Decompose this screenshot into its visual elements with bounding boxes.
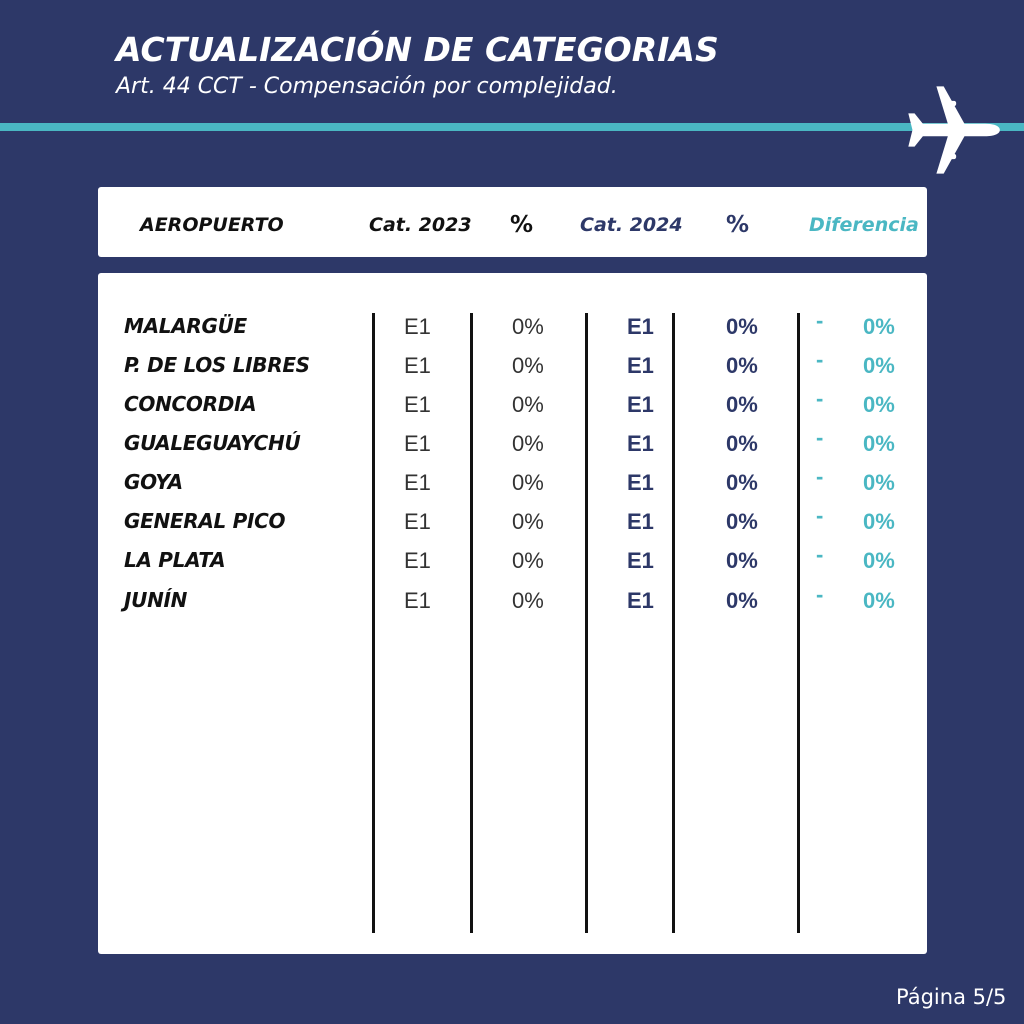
- difference-value: 0%: [863, 353, 895, 378]
- difference-dash: -: [816, 425, 824, 450]
- cat-2024-value: E1: [627, 509, 654, 534]
- column-divider: [372, 313, 375, 933]
- airport-name: JUNÍN: [124, 588, 188, 612]
- page-subtitle: Art. 44 CCT - Compensación por complejid…: [116, 74, 618, 99]
- column-header-percent-2023: %: [510, 212, 534, 238]
- page-title: ACTUALIZACIÓN DE CATEGORIAS: [116, 30, 719, 69]
- table-row: JUNÍN E1 0% E1 0% - 0%: [98, 581, 927, 620]
- cat-2023-value: E1: [404, 548, 431, 573]
- column-header-percent-2024: %: [726, 212, 750, 238]
- cat-2024-value: E1: [627, 392, 654, 417]
- airport-name: GENERAL PICO: [124, 509, 286, 533]
- difference-value: 0%: [863, 314, 895, 339]
- difference-dash: -: [816, 308, 824, 333]
- cat-2024-value: E1: [627, 470, 654, 495]
- table-row: GUALEGUAYCHÚ E1 0% E1 0% - 0%: [98, 424, 927, 463]
- cat-2023-value: E1: [404, 509, 431, 534]
- percent-2023-value: 0%: [512, 470, 544, 495]
- column-header-airport: AEROPUERTO: [140, 214, 284, 236]
- column-header-difference: Diferencia: [809, 214, 919, 236]
- difference-value: 0%: [863, 588, 895, 613]
- cat-2023-value: E1: [404, 353, 431, 378]
- percent-2024-value: 0%: [726, 470, 758, 495]
- cat-2024-value: E1: [627, 548, 654, 573]
- percent-2024-value: 0%: [726, 392, 758, 417]
- cat-2023-value: E1: [404, 392, 431, 417]
- difference-dash: -: [816, 347, 824, 372]
- percent-2024-value: 0%: [726, 588, 758, 613]
- difference-dash: -: [816, 464, 824, 489]
- percent-2024-value: 0%: [726, 548, 758, 573]
- cat-2023-value: E1: [404, 470, 431, 495]
- difference-value: 0%: [863, 470, 895, 495]
- percent-2023-value: 0%: [512, 431, 544, 456]
- percent-2023-value: 0%: [512, 353, 544, 378]
- difference-dash: -: [816, 386, 824, 411]
- percent-2023-value: 0%: [512, 509, 544, 534]
- table-row: LA PLATA E1 0% E1 0% - 0%: [98, 541, 927, 580]
- percent-2023-value: 0%: [512, 548, 544, 573]
- column-header-cat-2024: Cat. 2024: [580, 214, 683, 236]
- page-number: Página 5/5: [896, 985, 1007, 1009]
- column-divider: [585, 313, 588, 933]
- table-row: MALARGÜE E1 0% E1 0% - 0%: [98, 307, 927, 346]
- airport-name: GOYA: [124, 470, 183, 494]
- difference-dash: -: [816, 582, 824, 607]
- table-row: P. DE LOS LIBRES E1 0% E1 0% - 0%: [98, 346, 927, 385]
- difference-value: 0%: [863, 392, 895, 417]
- column-divider: [470, 313, 473, 933]
- difference-dash: -: [816, 503, 824, 528]
- cat-2024-value: E1: [627, 588, 654, 613]
- cat-2023-value: E1: [404, 431, 431, 456]
- table-header: AEROPUERTO Cat. 2023 % Cat. 2024 % Difer…: [98, 187, 927, 257]
- airport-name: MALARGÜE: [124, 314, 247, 338]
- percent-2023-value: 0%: [512, 392, 544, 417]
- difference-value: 0%: [863, 509, 895, 534]
- airplane-icon: [908, 86, 1000, 174]
- cat-2023-value: E1: [404, 314, 431, 339]
- airport-name: P. DE LOS LIBRES: [124, 353, 310, 377]
- difference-value: 0%: [863, 548, 895, 573]
- percent-2024-value: 0%: [726, 314, 758, 339]
- airport-name: GUALEGUAYCHÚ: [124, 431, 301, 455]
- difference-value: 0%: [863, 431, 895, 456]
- table-row: GENERAL PICO E1 0% E1 0% - 0%: [98, 502, 927, 541]
- column-divider: [797, 313, 800, 933]
- table-row: CONCORDIA E1 0% E1 0% - 0%: [98, 385, 927, 424]
- airport-name: CONCORDIA: [124, 392, 257, 416]
- cat-2024-value: E1: [627, 314, 654, 339]
- accent-divider: [0, 123, 1024, 131]
- percent-2024-value: 0%: [726, 431, 758, 456]
- airport-name: LA PLATA: [124, 548, 226, 572]
- percent-2023-value: 0%: [512, 588, 544, 613]
- column-header-cat-2023: Cat. 2023: [369, 214, 472, 236]
- percent-2024-value: 0%: [726, 353, 758, 378]
- cat-2024-value: E1: [627, 353, 654, 378]
- table-body: MALARGÜE E1 0% E1 0% - 0% P. DE LOS LIBR…: [98, 273, 927, 954]
- cat-2024-value: E1: [627, 431, 654, 456]
- percent-2024-value: 0%: [726, 509, 758, 534]
- percent-2023-value: 0%: [512, 314, 544, 339]
- column-divider: [672, 313, 675, 933]
- difference-dash: -: [816, 542, 824, 567]
- table-row: GOYA E1 0% E1 0% - 0%: [98, 463, 927, 502]
- cat-2023-value: E1: [404, 588, 431, 613]
